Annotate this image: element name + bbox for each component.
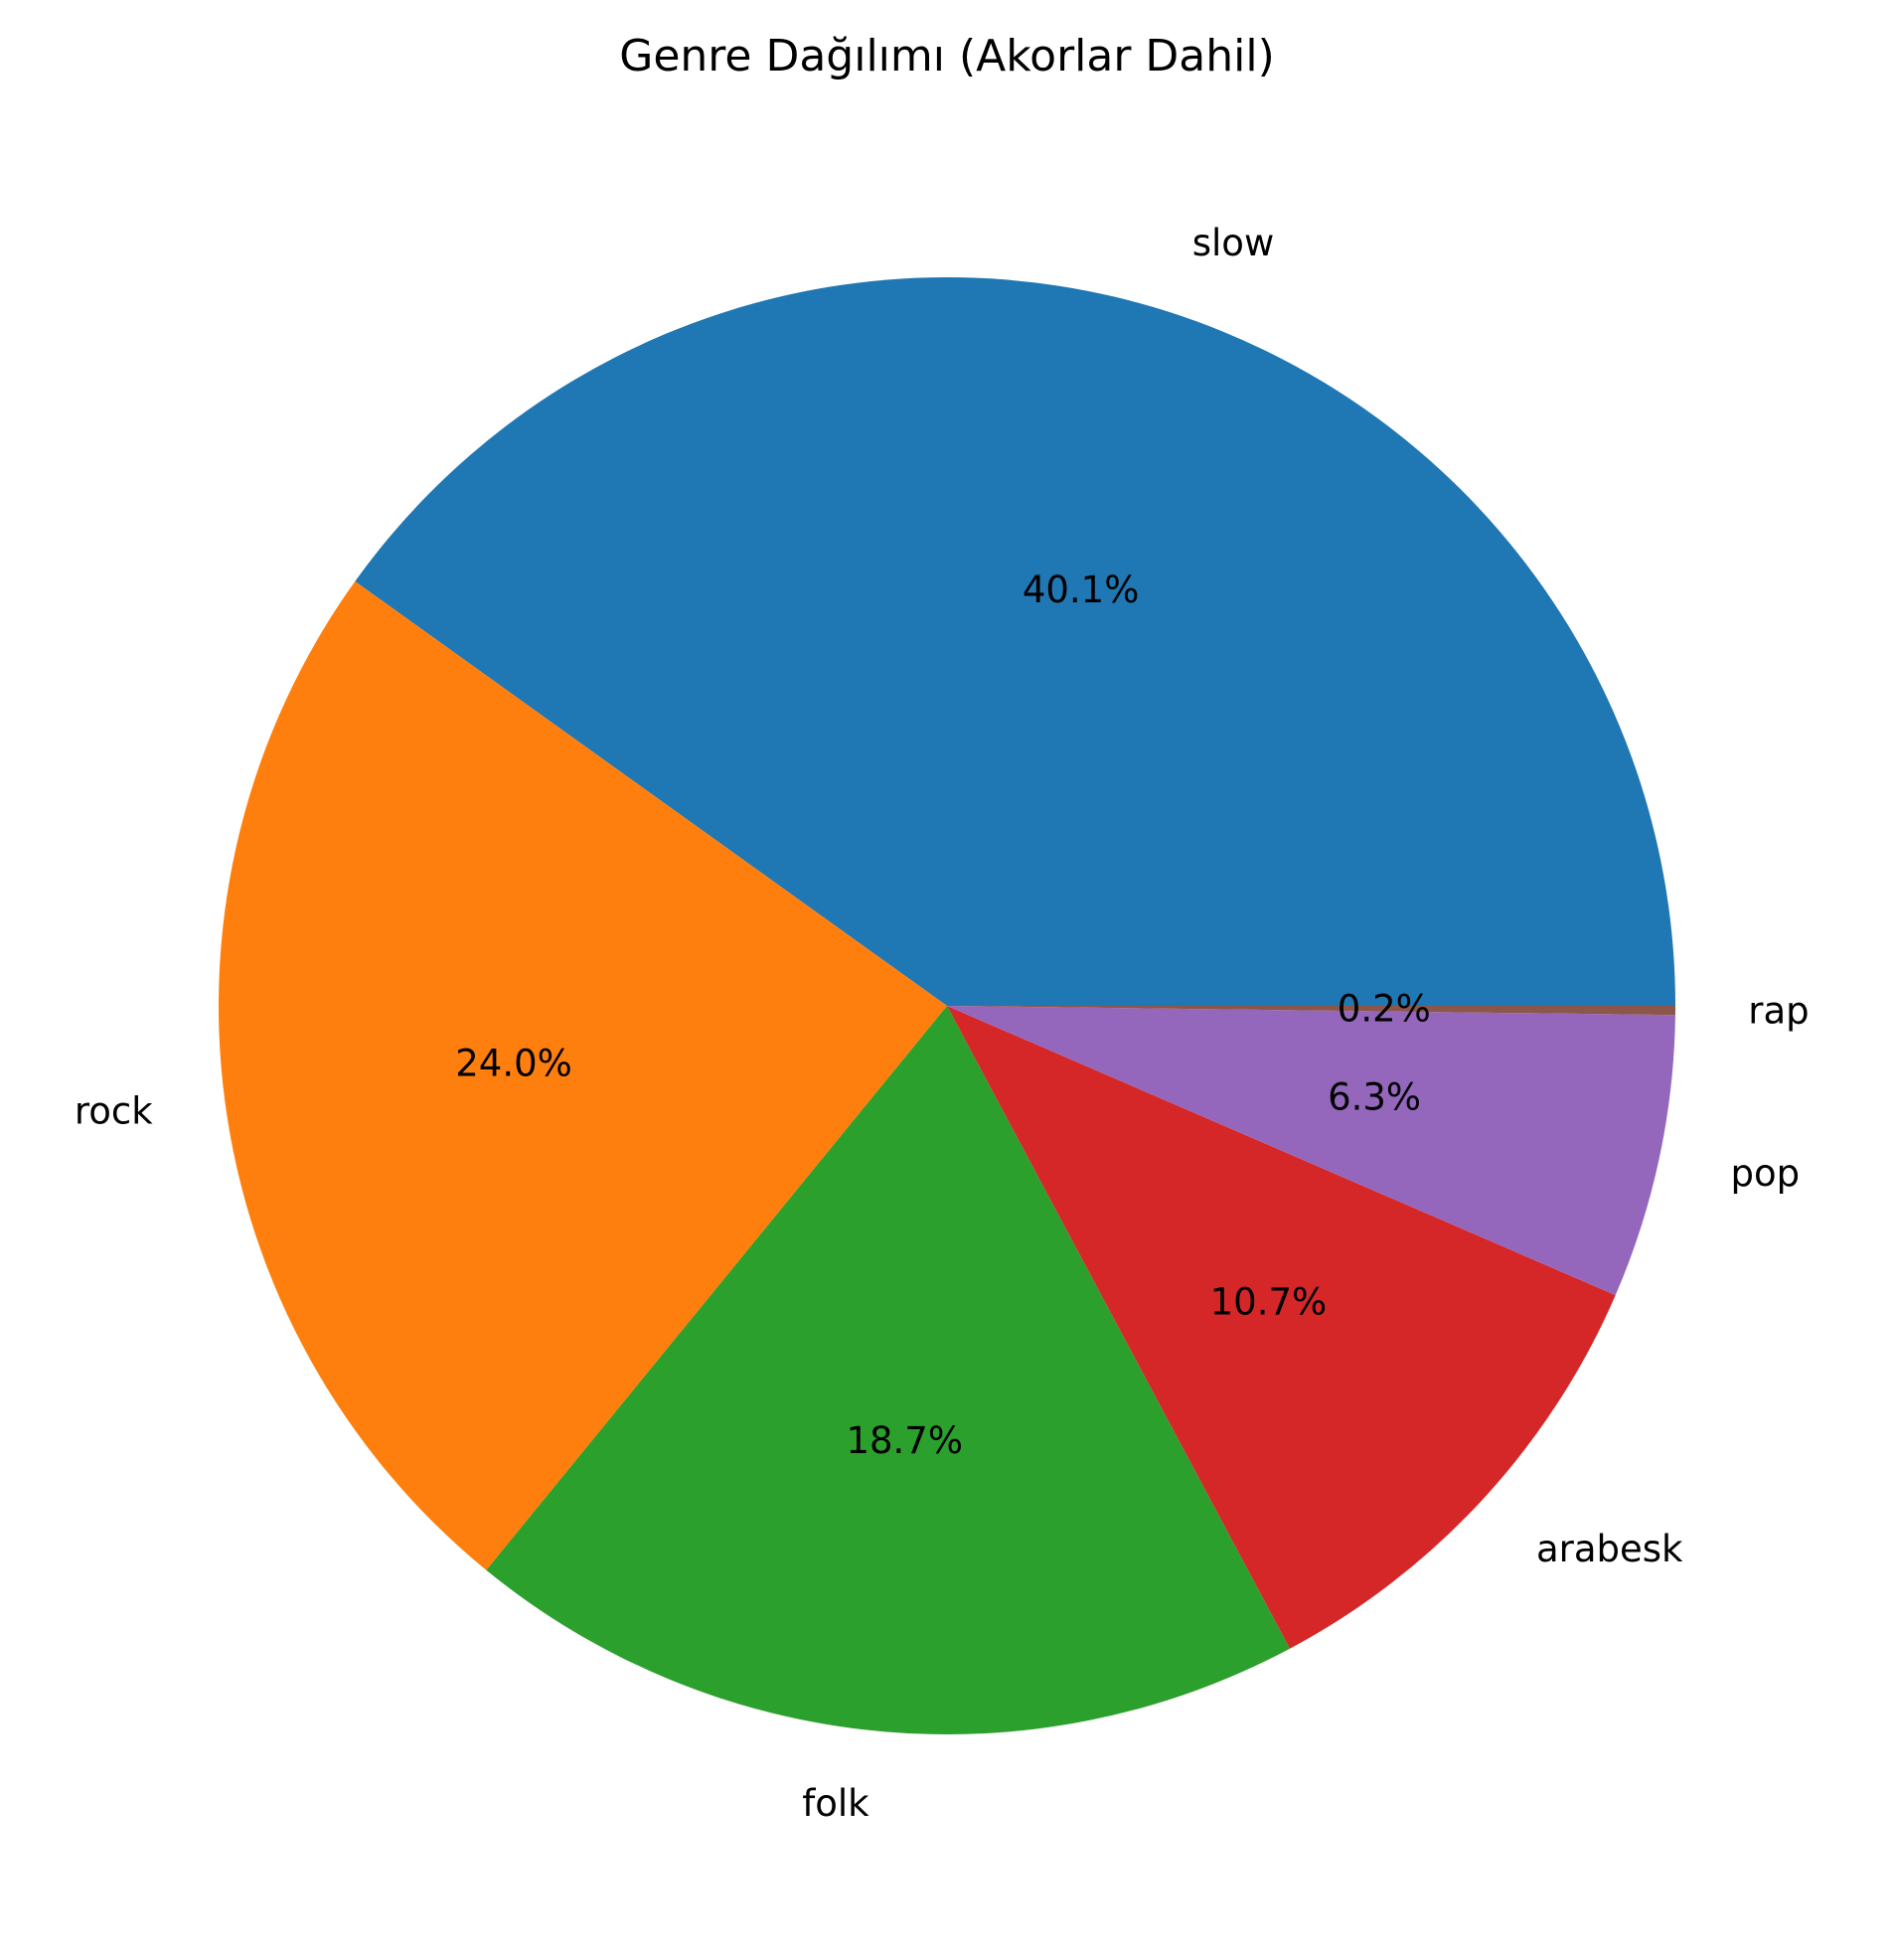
slice-folk bbox=[486, 1006, 1291, 1734]
pct-label-rap: 0.2% bbox=[1338, 987, 1431, 1030]
pct-label-rock: 24.0% bbox=[455, 1042, 572, 1084]
slice-label-arabesk: arabesk bbox=[1536, 1528, 1683, 1570]
slice-slow bbox=[355, 277, 1675, 1006]
slice-rock bbox=[219, 580, 948, 1570]
pie-slices bbox=[219, 277, 1675, 1734]
slice-label-rap: rap bbox=[1748, 990, 1809, 1033]
slice-label-rock: rock bbox=[75, 1090, 153, 1133]
pct-label-pop: 6.3% bbox=[1328, 1075, 1421, 1118]
slice-label-pop: pop bbox=[1731, 1152, 1801, 1195]
slice-arabesk bbox=[947, 1006, 1616, 1649]
slice-pop bbox=[947, 1006, 1675, 1296]
slice-label-folk: folk bbox=[802, 1782, 869, 1825]
pct-label-slow: 40.1% bbox=[1023, 569, 1140, 611]
pie-labels: slow 40.1% rock 24.0% folk 18.7% arabesk 10.7% p… bbox=[75, 222, 1810, 1825]
slice-rap bbox=[947, 1006, 1675, 1016]
chart-title: Genre Dağılımı (Akorlar Dahil) bbox=[619, 31, 1275, 82]
slice-label-slow: slow bbox=[1192, 222, 1274, 264]
pct-label-folk: 18.7% bbox=[846, 1419, 963, 1462]
pct-label-arabesk: 10.7% bbox=[1210, 1281, 1328, 1324]
